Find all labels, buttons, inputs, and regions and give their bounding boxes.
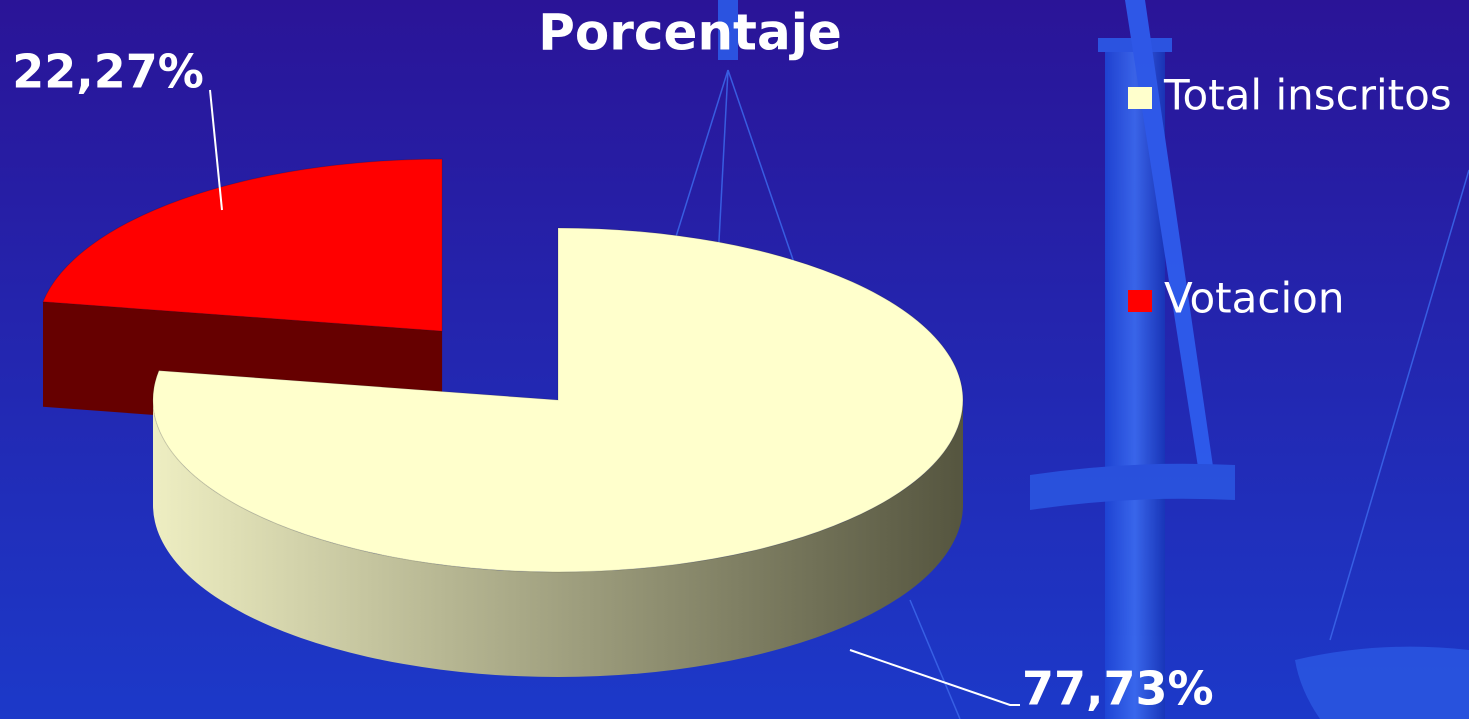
data-label: 22,27%: [12, 45, 204, 99]
legend-label: Votacion: [1164, 274, 1344, 323]
legend-label: Total inscritos: [1163, 71, 1452, 120]
legend-swatch: [1128, 290, 1152, 312]
chart-title: Porcentaje: [538, 4, 842, 62]
chart: Porcentaje 77,73% 22,27% Total inscritos V…: [0, 0, 1469, 719]
data-label: 77,73%: [1022, 662, 1214, 716]
legend-swatch: [1128, 87, 1152, 109]
page: Porcentaje 77,73% 22,27% Total inscritos V…: [0, 0, 1469, 719]
